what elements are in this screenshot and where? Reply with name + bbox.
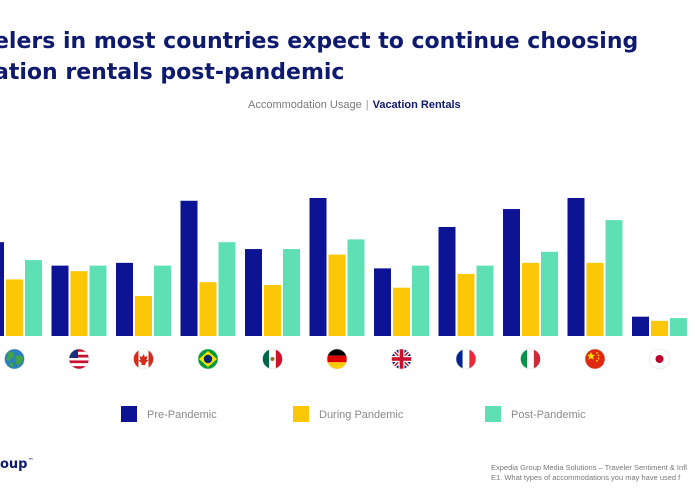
title-line-2: ation rentals post-pandemic xyxy=(0,60,345,85)
title-line-1: elers in most countries expect to contin… xyxy=(0,29,639,54)
bar-during-pandemic-germany xyxy=(328,254,346,336)
bar-post-pandemic-canada xyxy=(154,265,171,336)
bar-pre-pandemic-mexico xyxy=(245,249,262,336)
legend-swatch-during-pandemic xyxy=(293,406,309,422)
bar-during-pandemic-global xyxy=(6,279,23,336)
category-icons-group xyxy=(4,348,670,370)
flag-france-icon xyxy=(455,348,477,370)
legend-label-pre-pandemic: Pre-Pandemic xyxy=(147,409,217,421)
logo-text: oup xyxy=(0,457,28,472)
bar-pre-pandemic-brazil xyxy=(180,200,198,336)
bar-pre-pandemic-united-kingdom xyxy=(374,268,391,336)
flag-germany-icon xyxy=(326,348,348,370)
flag-uk-icon xyxy=(391,348,412,370)
bar-pre-pandemic-canada xyxy=(116,262,133,336)
bar-during-pandemic-france xyxy=(457,273,475,336)
chart-title: elers in most countries expect to contin… xyxy=(0,26,700,88)
chart-subtitle: Accommodation Usage | Vacation Rentals xyxy=(248,99,461,111)
bar-post-pandemic-italy xyxy=(541,251,558,336)
bar-pre-pandemic-china xyxy=(567,198,585,336)
bar-post-pandemic-japan xyxy=(670,318,687,336)
brand-logo: oup™ xyxy=(0,457,34,472)
bar-during-pandemic-japan xyxy=(651,320,668,336)
flag-us-icon xyxy=(68,348,90,370)
source-note: Expedia Group Media Solutions – Traveler… xyxy=(491,463,700,483)
bar-during-pandemic-italy xyxy=(522,262,539,336)
source-line-1: Expedia Group Media Solutions – Traveler… xyxy=(491,463,687,472)
bar-post-pandemic-brazil xyxy=(218,242,236,336)
source-line-2: E1. What types of accommodations you may… xyxy=(491,473,681,482)
bar-pre-pandemic-germany xyxy=(309,198,327,336)
flag-canada-icon xyxy=(133,348,154,370)
bar-post-pandemic-china xyxy=(605,220,623,336)
bar-during-pandemic-united-kingdom xyxy=(393,287,410,336)
bar-pre-pandemic-france xyxy=(438,226,456,336)
logo-trademark: ™ xyxy=(27,457,34,465)
legend-swatch-pre-pandemic xyxy=(121,406,137,422)
legend-label-post-pandemic: Post-Pandemic xyxy=(511,409,586,421)
flag-brazil-icon xyxy=(197,348,219,370)
subtitle-separator: | xyxy=(365,99,369,111)
bar-pre-pandemic-global xyxy=(0,242,4,336)
legend-label-during-pandemic: During Pandemic xyxy=(319,409,404,421)
bar-pre-pandemic-italy xyxy=(503,209,520,336)
globe-icon xyxy=(4,348,25,370)
bar-post-pandemic-france xyxy=(476,265,494,336)
flag-mexico-icon xyxy=(262,348,283,370)
bar-post-pandemic-mexico xyxy=(283,249,300,336)
subtitle-prefix: Accommodation Usage xyxy=(248,99,362,111)
bar-during-pandemic-united-states xyxy=(70,271,88,336)
bars-group xyxy=(0,198,687,336)
bar-during-pandemic-mexico xyxy=(264,284,281,336)
flag-japan-icon xyxy=(649,348,670,370)
flag-italy-icon xyxy=(520,348,541,370)
bar-during-pandemic-canada xyxy=(135,295,152,336)
bar-post-pandemic-united-kingdom xyxy=(412,265,429,336)
bar-pre-pandemic-japan xyxy=(632,316,649,336)
bar-post-pandemic-global xyxy=(25,260,42,336)
flag-china-icon xyxy=(584,348,606,370)
bar-during-pandemic-brazil xyxy=(199,282,217,336)
bar-post-pandemic-germany xyxy=(347,239,365,336)
chart-legend: Pre-Pandemic During Pandemic Post-Pandemic xyxy=(121,406,586,422)
legend-swatch-post-pandemic xyxy=(485,406,501,422)
legend-item-post-pandemic: Post-Pandemic xyxy=(485,406,586,422)
subtitle-emphasis: Vacation Rentals xyxy=(372,99,461,111)
bar-pre-pandemic-united-states xyxy=(51,265,69,336)
bar-during-pandemic-china xyxy=(586,262,604,336)
legend-item-during-pandemic: During Pandemic xyxy=(293,406,404,422)
bar-post-pandemic-united-states xyxy=(89,265,107,336)
legend-item-pre-pandemic: Pre-Pandemic xyxy=(121,406,217,422)
